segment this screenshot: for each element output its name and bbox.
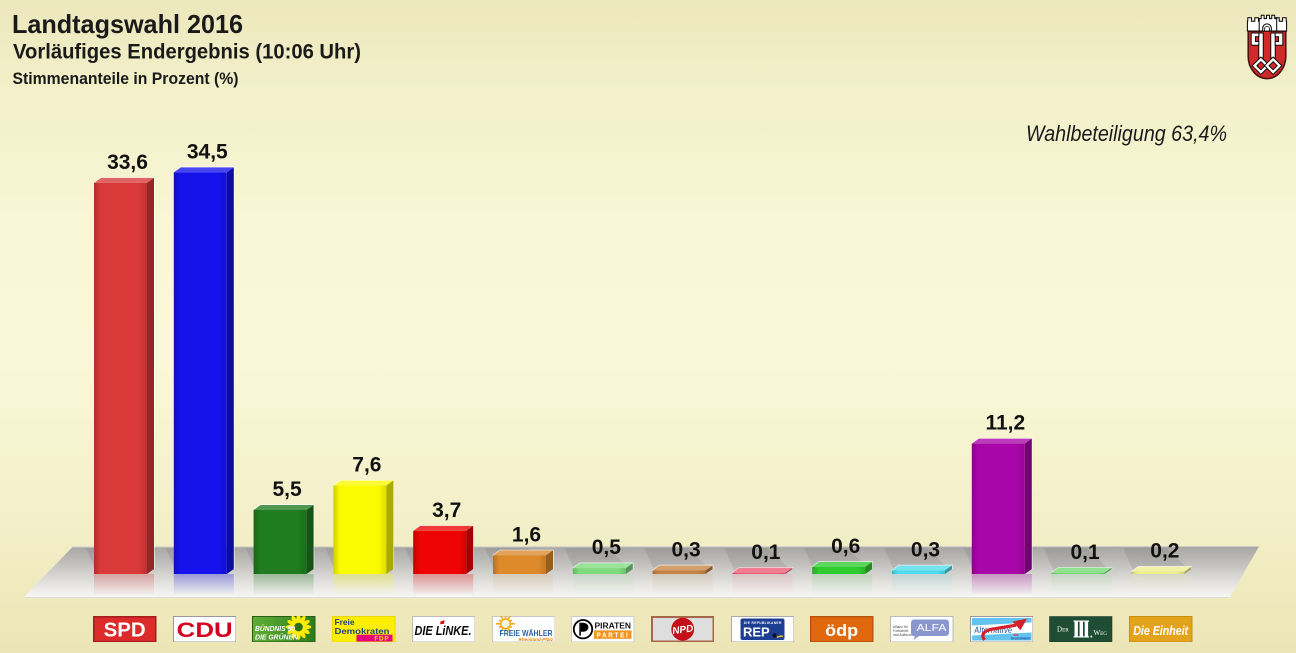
svg-text:für: für: [1013, 632, 1018, 636]
svg-text:CDU: CDU: [176, 619, 232, 642]
svg-text:0,1: 0,1: [751, 541, 781, 564]
svg-text:Stimmenanteile in Prozent (%): Stimmenanteile in Prozent (%): [13, 69, 239, 88]
svg-text:0,2: 0,2: [1150, 540, 1179, 563]
svg-text:34,5: 34,5: [187, 140, 228, 163]
svg-text:DIE LiNKE.: DIE LiNKE.: [414, 624, 471, 638]
svg-text:0,1: 0,1: [1070, 541, 1100, 564]
svg-text:0,3: 0,3: [911, 539, 940, 562]
svg-text:FREIE WÄHLER: FREIE WÄHLER: [499, 628, 552, 638]
svg-text:NPD: NPD: [672, 623, 694, 637]
svg-text:Landtagswahl 2016: Landtagswahl 2016: [12, 9, 243, 39]
svg-text:Fortschritt: Fortschritt: [893, 629, 908, 633]
svg-text:PIRATEN: PIRATEN: [595, 620, 632, 630]
svg-text:7,6: 7,6: [352, 454, 381, 477]
svg-text:11,2: 11,2: [985, 412, 1025, 435]
svg-text:Freie: Freie: [335, 617, 355, 627]
svg-text:Demokraten: Demokraten: [335, 625, 390, 635]
svg-text:FDP: FDP: [374, 635, 389, 642]
svg-text:5,5: 5,5: [272, 478, 302, 501]
svg-text:SPD: SPD: [104, 619, 146, 641]
svg-text:DIE GRÜNEN: DIE GRÜNEN: [255, 632, 299, 641]
svg-text:Deutschland: Deutschland: [1011, 636, 1031, 640]
svg-text:Wahlbeteiligung 63,4%: Wahlbeteiligung 63,4%: [1026, 121, 1227, 146]
svg-text:Vorläufiges Endergebnis (10:06: Vorläufiges Endergebnis (10:06 Uhr): [13, 40, 361, 64]
svg-text:Die Einheit: Die Einheit: [1133, 624, 1189, 638]
svg-text:DIE REPUBLIKANER: DIE REPUBLIKANER: [743, 620, 781, 624]
svg-text:1,6: 1,6: [512, 523, 541, 546]
svg-text:PARTEI: PARTEI: [597, 630, 630, 639]
svg-text:DER: DER: [1057, 625, 1069, 633]
svg-text:Allianz für: Allianz für: [893, 625, 909, 629]
svg-text:Rheinland-Pfalz: Rheinland-Pfalz: [518, 637, 553, 642]
svg-text:33,6: 33,6: [107, 151, 148, 174]
svg-text:WEG: WEG: [1094, 629, 1108, 637]
svg-text:ödp: ödp: [825, 621, 858, 640]
svg-text:REP: REP: [743, 624, 770, 639]
svg-text:0,3: 0,3: [671, 539, 700, 562]
svg-text:und Aufbruch: und Aufbruch: [893, 633, 913, 637]
svg-text:ALFA: ALFA: [917, 622, 947, 633]
svg-text:0,5: 0,5: [592, 536, 622, 559]
svg-text:0,6: 0,6: [831, 535, 860, 558]
svg-text:3,7: 3,7: [432, 499, 461, 522]
svg-text:BÜNDNIS 90: BÜNDNIS 90: [255, 624, 295, 633]
